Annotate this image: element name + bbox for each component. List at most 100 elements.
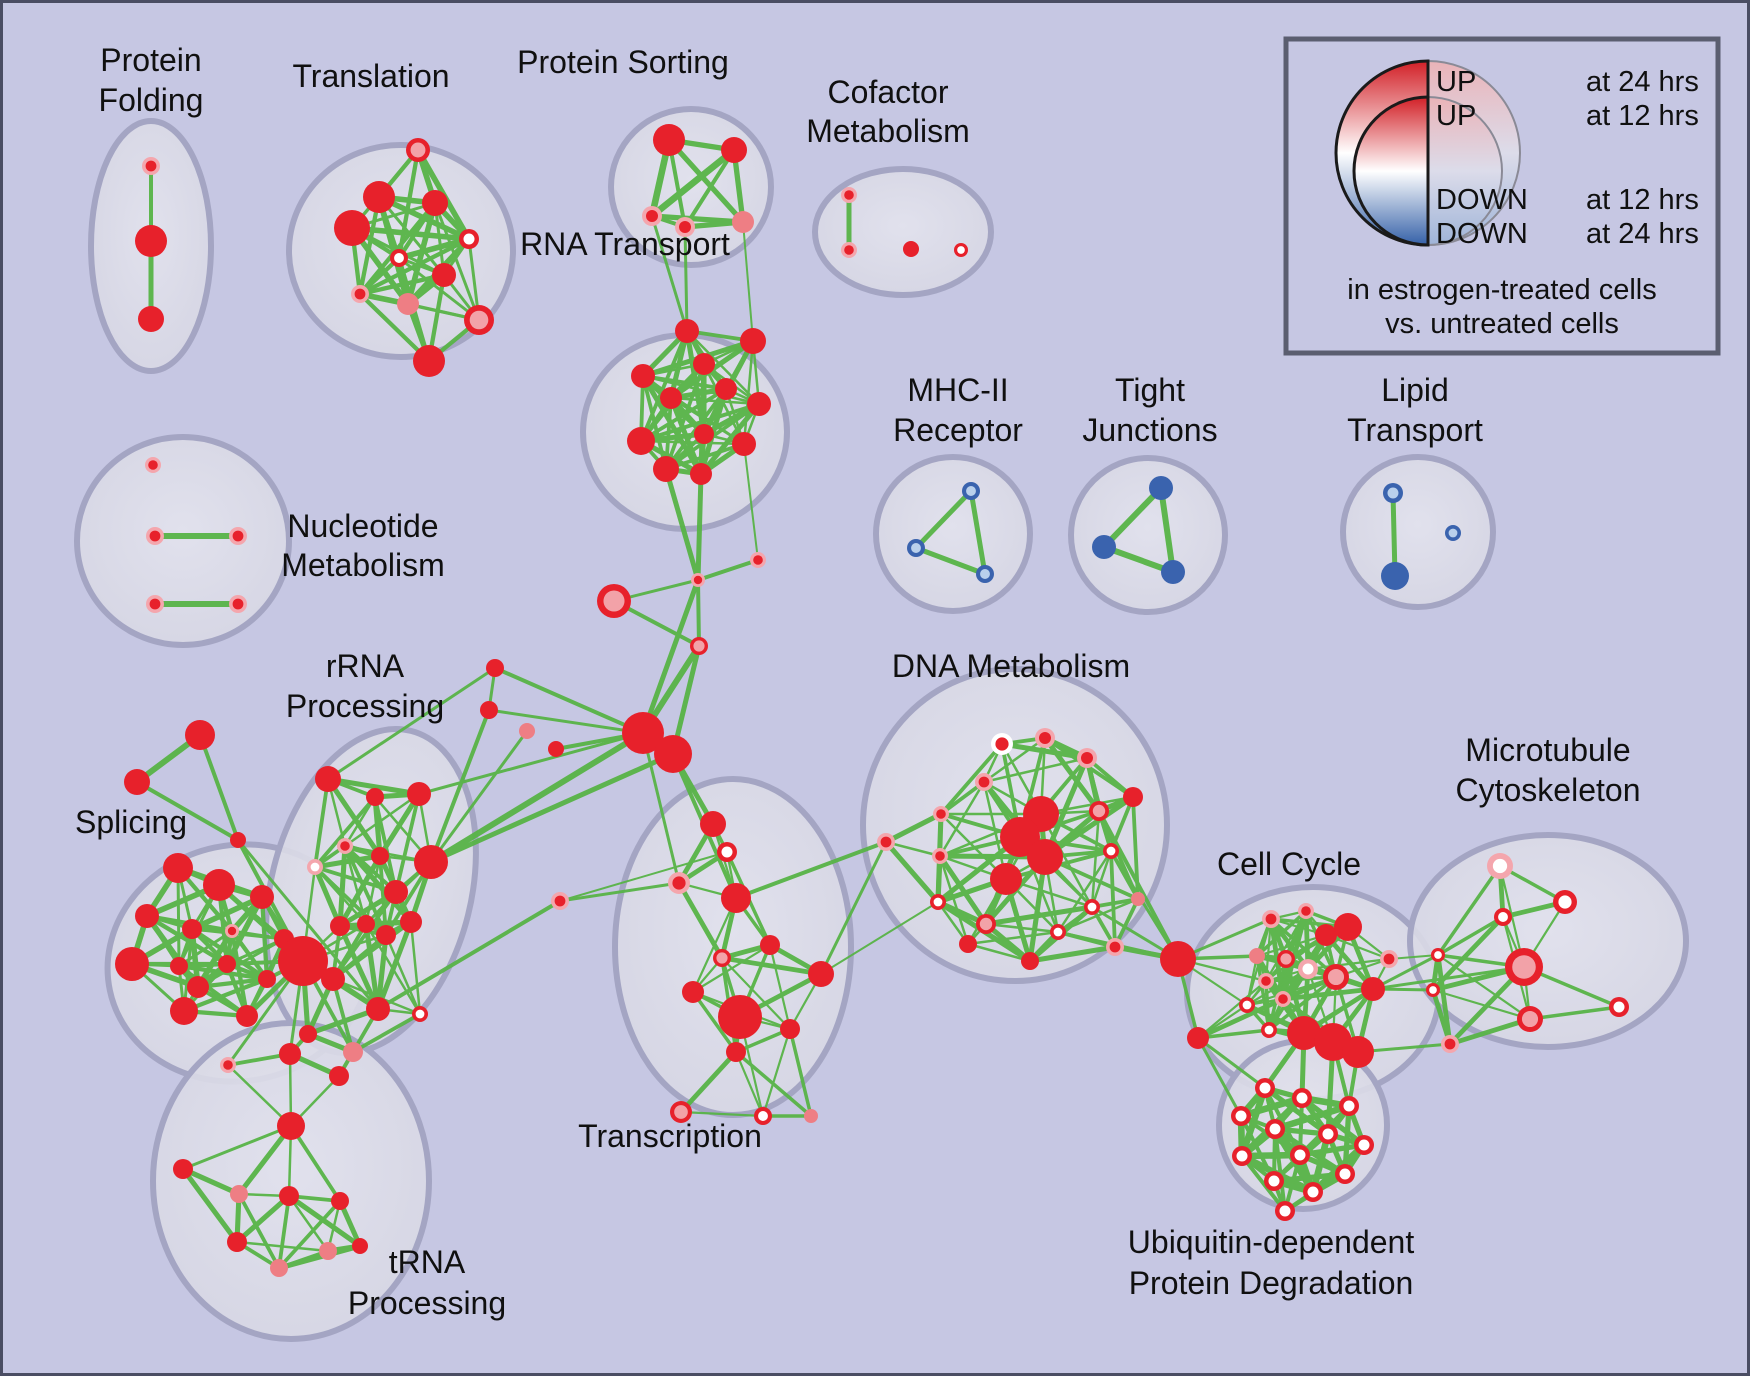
- node-spine: [124, 769, 150, 795]
- node-center-spine: [554, 895, 566, 907]
- legend-donut-inner-right: [1427, 95, 1503, 247]
- node-transcription: [808, 961, 834, 987]
- node-center-ubiquitin: [1296, 1092, 1308, 1104]
- edge: [286, 1193, 363, 1249]
- node-splicing: [250, 885, 274, 909]
- edge: [719, 955, 824, 977]
- edge: [788, 1027, 813, 1118]
- edge: [1196, 1028, 1271, 1040]
- node-rrna: [414, 845, 448, 879]
- node-center-dna: [1087, 902, 1097, 912]
- node-rrna: [384, 880, 408, 904]
- node-center-ubiquitin: [1339, 1168, 1351, 1180]
- edge: [734, 840, 888, 900]
- node-spine: [519, 723, 535, 739]
- node-center-nucleotide: [148, 460, 158, 470]
- edge: [883, 811, 944, 845]
- edge: [176, 866, 181, 968]
- node-center-lipid: [1387, 487, 1399, 499]
- edge: [663, 466, 701, 583]
- node-center-translation: [394, 253, 404, 263]
- node-center-transcription: [716, 952, 728, 964]
- edge: [224, 894, 265, 967]
- node-rrna: [357, 915, 375, 933]
- node-rrna: [315, 766, 341, 792]
- node-cell_cycle: [1315, 924, 1337, 946]
- cluster-label-dna: DNA Metabolism: [892, 648, 1130, 684]
- cluster-label-tight_junctions: Tight: [1115, 372, 1185, 408]
- edge: [913, 488, 974, 551]
- edge: [364, 854, 382, 926]
- edge: [1431, 988, 1532, 1021]
- node-rrna: [278, 936, 328, 986]
- edge: [695, 471, 704, 583]
- node-protein_folding: [135, 225, 167, 257]
- edge: [1245, 975, 1338, 1007]
- legend-donut-inner-left: [1352, 95, 1430, 247]
- edge: [313, 777, 330, 869]
- node-center-dna: [1106, 846, 1116, 856]
- node-center-dna: [1109, 941, 1121, 953]
- node-center-cell_cycle: [1264, 1025, 1274, 1035]
- node-center-transcription: [758, 1111, 768, 1121]
- edge: [312, 864, 343, 929]
- edge: [720, 956, 792, 1031]
- edge: [1528, 1005, 1621, 1021]
- edge: [768, 943, 792, 1031]
- edge: [1435, 952, 1453, 1047]
- cluster-label-cofactor: Cofactor: [828, 74, 949, 110]
- cluster-label-trna: Processing: [348, 1285, 506, 1321]
- node-center-microtubule: [1512, 955, 1536, 979]
- node-center-splicing: [227, 926, 237, 936]
- cluster-label-ubiquitin: Protein Degradation: [1129, 1265, 1414, 1301]
- node-tight_junctions: [1161, 560, 1185, 584]
- edge: [820, 901, 939, 975]
- node-spine: [622, 712, 664, 754]
- node-center-trna: [223, 1060, 233, 1070]
- node-rrna: [299, 1025, 317, 1043]
- node-splicing: [135, 904, 159, 928]
- edge: [683, 225, 689, 333]
- edge: [666, 137, 746, 225]
- edge: [1255, 909, 1308, 958]
- node-center-ubiquitin: [1307, 1186, 1319, 1198]
- edge: [325, 776, 422, 797]
- cluster-label-transcription: Transcription: [578, 1118, 762, 1154]
- node-center-nucleotide: [149, 530, 161, 542]
- edge: [1109, 849, 1117, 949]
- cluster-label-lipid: Transport: [1347, 412, 1483, 448]
- node-splicing: [170, 997, 198, 1025]
- edge: [884, 840, 942, 858]
- node-spine: [230, 832, 246, 848]
- node-trna: [279, 1186, 299, 1206]
- node-transcription: [726, 1042, 746, 1062]
- edge: [983, 904, 1095, 927]
- cluster-label-translation: Translation: [292, 58, 449, 94]
- edge: [343, 792, 421, 848]
- cluster-label-microtubule: Cytoskeleton: [1456, 772, 1641, 808]
- cluster-label-protein_sorting: Protein Sorting: [517, 44, 729, 80]
- node-dna: [1021, 952, 1039, 970]
- edge: [640, 373, 704, 477]
- node-center-ubiquitin: [1235, 1110, 1247, 1122]
- edge: [678, 1049, 739, 1115]
- edge: [559, 851, 728, 902]
- edge: [1240, 1154, 1287, 1213]
- edge: [1097, 809, 1180, 961]
- cluster-ellipse-mhc: [873, 454, 1033, 614]
- edge: [181, 976, 270, 1014]
- node-spine: [480, 701, 498, 719]
- node-center-microtubule: [1434, 951, 1442, 959]
- node-trna: [277, 1112, 305, 1140]
- cluster-label-lipid: Lipid: [1381, 372, 1449, 408]
- cluster-label-rrna: rRNA: [326, 648, 405, 684]
- node-center-translation: [469, 310, 489, 330]
- node-tight_junctions: [1149, 476, 1173, 500]
- node-splicing: [187, 976, 209, 998]
- cluster-label-microtubule: Microtubule: [1465, 732, 1630, 768]
- edge: [1430, 987, 1453, 1047]
- node-splicing: [258, 970, 276, 988]
- legend-caption-line1: in estrogen-treated cells: [1347, 274, 1657, 306]
- cluster-label-rna_transport: RNA Transport: [520, 226, 730, 262]
- cluster-ellipse-cofactor: [812, 166, 994, 298]
